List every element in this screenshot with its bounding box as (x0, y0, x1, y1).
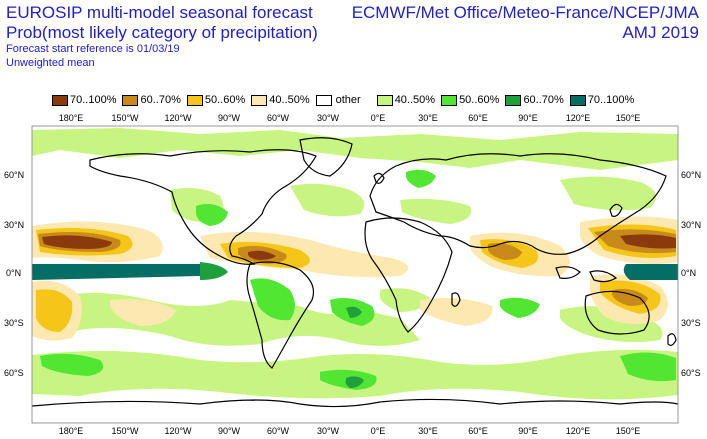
lon-label: 150°W (111, 426, 139, 436)
legend-swatch (122, 94, 139, 106)
legend-swatch (52, 94, 68, 106)
legend-label: 70..100% (70, 94, 117, 106)
forecast-reference: Forecast start reference is 01/03/19 (6, 43, 180, 55)
lat-label: 60°S (4, 368, 24, 378)
uk-coast (373, 172, 385, 184)
lat-label: 60°N (4, 170, 24, 180)
madagascar-coast (451, 292, 461, 307)
legend-item-dry-40-50: 40..50% (251, 94, 310, 106)
lon-label: 150°E (616, 113, 641, 123)
legend-swatch (569, 94, 586, 106)
eurasia-coast (369, 153, 667, 255)
legend-label: 40..50% (269, 94, 310, 106)
legend-swatch (505, 94, 522, 106)
lon-label: 150°E (616, 426, 641, 436)
legend: 70..100% 60..70% 50..60% 40..50% other 4… (52, 93, 640, 107)
north-america-coast (89, 149, 317, 265)
legend-swatch (251, 94, 268, 106)
lon-label: 120°W (164, 113, 192, 123)
lon-label: 120°W (164, 426, 192, 436)
lon-label: 180°E (59, 426, 84, 436)
legend-label: 50..60% (204, 94, 246, 106)
lat-labels-left: 60°N 30°N 0°N 30°S 60°S (4, 170, 24, 378)
lon-label: 120°E (566, 113, 591, 123)
lon-label: 90°E (518, 426, 538, 436)
lat-label: 30°N (4, 220, 24, 230)
wet-60-70-areas (345, 306, 364, 388)
lon-labels-top: 180°E 150°W 120°W 90°W 60°W 30°W 0°E 30°… (59, 113, 641, 123)
south-america-coast (246, 261, 315, 369)
dry-70-100-areas (42, 234, 676, 260)
legend-item-wet-70-100: 70..100% (569, 94, 635, 106)
legend-label: 60..70% (140, 94, 181, 106)
lat-label: 60°S (681, 368, 701, 378)
lat-label: 30°N (681, 220, 701, 230)
australia-coast (584, 290, 650, 335)
legend-label: 60..70% (523, 94, 564, 106)
legend-item-other: other (315, 94, 371, 106)
coastlines (32, 137, 678, 408)
lon-label: 30°W (317, 426, 340, 436)
legend-label: 40..50% (394, 94, 436, 106)
lat-label: 60°N (681, 170, 701, 180)
lat-label: 0°N (6, 268, 21, 278)
lat-label: 30°S (4, 318, 24, 328)
legend-item-dry-70-100: 70..100% (52, 94, 116, 106)
legend-item-wet-50-60: 50..60% (441, 94, 499, 106)
legend-swatch (186, 94, 203, 106)
weighting-note: Unweighted mean (6, 57, 95, 69)
lon-labels-bottom: 180°E 150°W 120°W 90°W 60°W 30°W 0°E 30°… (59, 426, 641, 436)
new-zealand-coast (667, 333, 677, 346)
lon-label: 60°E (468, 426, 488, 436)
legend-label: 70..100% (587, 94, 635, 106)
lon-label: 90°W (218, 113, 241, 123)
legend-item-dry-50-60: 50..60% (186, 94, 246, 106)
lon-label: 60°E (468, 113, 488, 123)
lon-label: 60°W (267, 113, 290, 123)
lon-label: 120°E (566, 426, 591, 436)
africa-coast (364, 217, 453, 333)
indonesia-coast (555, 266, 618, 283)
map-title: EUROSIP multi-model seasonal forecast (6, 3, 313, 22)
legend-item-wet-40-50: 40..50% (376, 94, 436, 106)
lon-label: 0°E (371, 426, 386, 436)
lon-label: 60°W (267, 426, 290, 436)
lon-label: 30°E (418, 426, 438, 436)
legend-swatch (441, 94, 458, 106)
legend-swatch (376, 94, 393, 106)
lat-label: 0°N (681, 268, 696, 278)
probability-fields (32, 128, 678, 400)
legend-label: 50..60% (459, 94, 500, 106)
lon-label: 150°W (111, 113, 139, 123)
lon-label: 0°E (371, 113, 386, 123)
map-subtitle: Prob(most likely category of precipitati… (6, 23, 318, 42)
antarctica-coast (32, 398, 678, 408)
wet-60-70-band (200, 262, 228, 280)
legend-item-wet-60-70: 60..70% (505, 94, 564, 106)
legend-item-dry-60-70: 60..70% (122, 94, 181, 106)
legend-swatch (315, 94, 332, 106)
lon-label: 180°E (59, 113, 84, 123)
lat-labels-right: 60°N 30°N 0°N 30°S 60°S (681, 170, 701, 378)
lon-label: 30°E (418, 113, 438, 123)
lon-label: 90°W (218, 426, 241, 436)
map-frame (31, 125, 679, 424)
centres-label: ECMWF/Met Office/Meteo-France/NCEP/JMA (351, 3, 699, 22)
greenland-coast (299, 137, 353, 177)
season-label: AMJ 2019 (622, 23, 699, 42)
legend-label: other (335, 94, 361, 106)
lon-label: 90°E (518, 113, 538, 123)
lat-label: 30°S (681, 318, 701, 328)
japan-coast (609, 203, 623, 217)
wet-70-100-areas (32, 264, 678, 280)
lon-label: 30°W (317, 113, 340, 123)
